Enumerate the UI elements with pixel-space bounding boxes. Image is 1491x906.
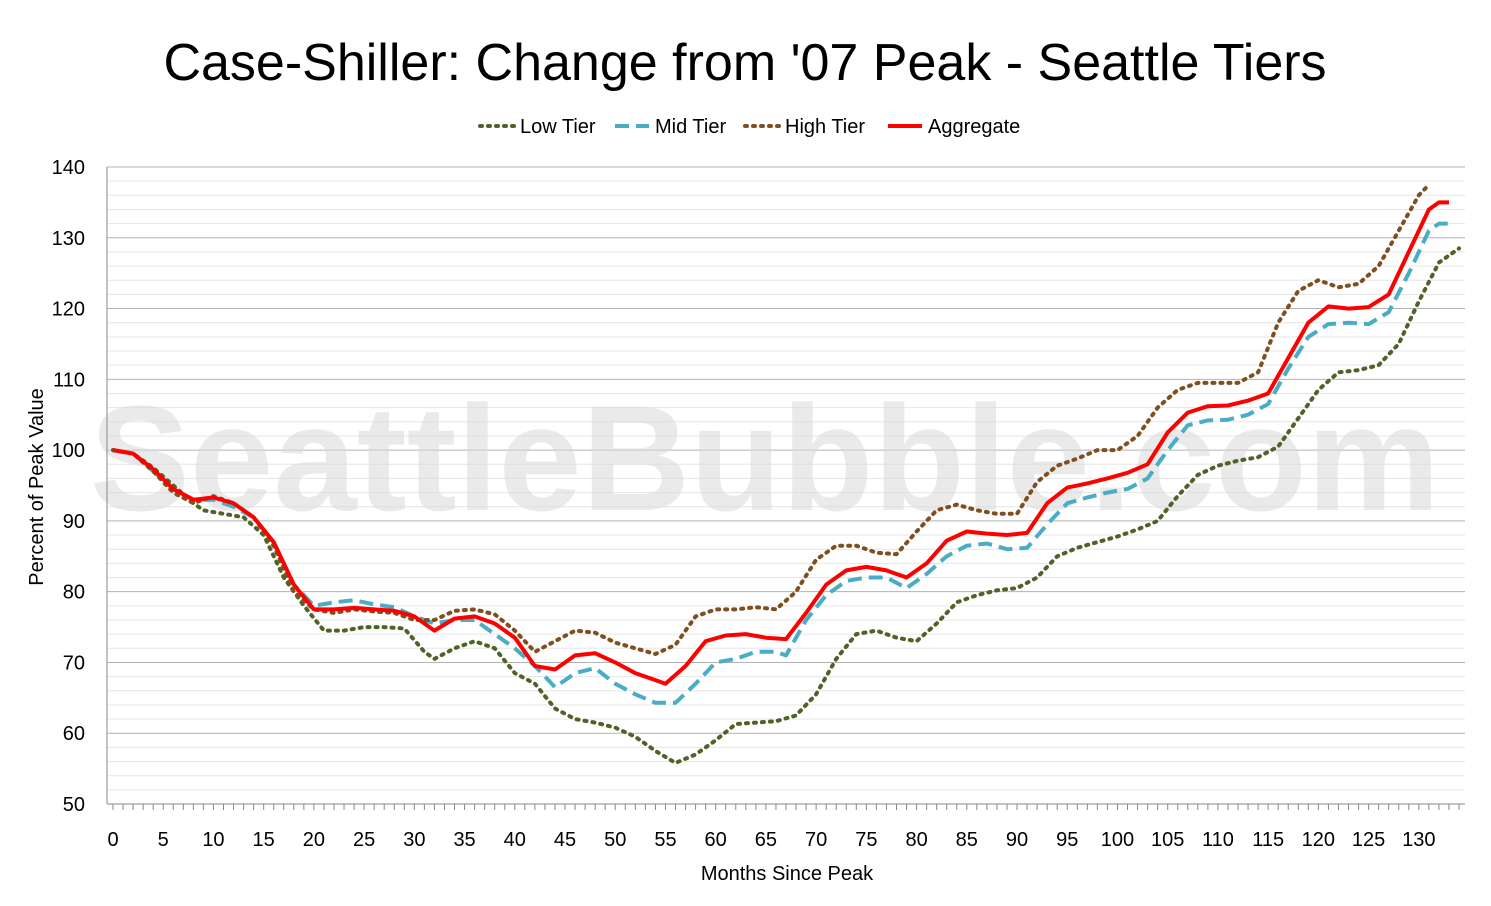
x-tick-label: 25: [353, 829, 375, 851]
y-tick-label: 60: [63, 723, 85, 745]
legend-label: High Tier: [785, 116, 865, 138]
chart-title: Case-Shiller: Change from '07 Peak - Sea…: [163, 34, 1326, 92]
x-tick-label: 115: [1252, 829, 1284, 851]
y-tick-label: 130: [52, 228, 85, 250]
x-tick-label: 0: [107, 829, 118, 851]
axes: [106, 167, 1465, 810]
x-tick-label: 15: [253, 829, 275, 851]
x-tick-label: 75: [855, 829, 877, 851]
x-tick-label: 90: [1006, 829, 1028, 851]
y-tick-label: 100: [52, 440, 85, 462]
y-tick-label: 140: [52, 157, 85, 179]
x-tick-label: 105: [1151, 829, 1184, 851]
x-tick-label: 70: [805, 829, 827, 851]
series-line-aggregate: [112, 200, 1449, 686]
y-tick-label: 90: [63, 511, 85, 533]
legend-label: Mid Tier: [655, 116, 726, 138]
x-tick-label: 65: [755, 829, 777, 851]
x-tick-label: 110: [1202, 829, 1234, 851]
series-lines: [111, 182, 1461, 765]
x-tick-label: 20: [303, 829, 325, 851]
series-line-mid-tier: [112, 221, 1449, 705]
x-axis-label: Months Since Peak: [701, 863, 874, 885]
x-tick-label: 120: [1302, 829, 1335, 851]
x-tick-label: 50: [604, 829, 626, 851]
x-tick-label: 10: [202, 829, 224, 851]
x-tick-label: 30: [403, 829, 425, 851]
y-tick-label: 70: [63, 652, 85, 674]
x-tick-label: 125: [1352, 829, 1385, 851]
y-tick-label: 80: [63, 582, 85, 604]
x-tick-label: 95: [1056, 829, 1078, 851]
x-tick-label: 5: [158, 829, 169, 851]
plot-area: SeattleBubble.com: [90, 166, 1465, 810]
y-tick-label: 120: [52, 299, 85, 321]
legend-label: Low Tier: [520, 116, 596, 138]
y-tick-label: 50: [63, 794, 85, 816]
x-tick-label: 130: [1402, 829, 1435, 851]
x-tick-label: 85: [956, 829, 978, 851]
y-tick-label: 110: [53, 369, 85, 391]
x-tick-label: 35: [453, 829, 475, 851]
series-line-low-tier: [111, 246, 1461, 765]
series-line-high-tier: [111, 182, 1431, 656]
grid-minor: [107, 180, 1465, 791]
x-tick-label: 55: [654, 829, 676, 851]
x-tick-labels: 0 5 10 15 20 25 30 35 40 45 50 55 60 65 70 75 80 85 90 95 10…: [107, 829, 1435, 851]
watermark: SeattleBubble.com: [90, 374, 1440, 542]
x-tick-label: 40: [504, 829, 526, 851]
x-tick-label: 80: [905, 829, 927, 851]
x-tick-label: 60: [705, 829, 727, 851]
legend: Low Tier Mid Tier High Tier Aggregate: [478, 116, 1020, 138]
y-tick-labels: 50 60 70 80 90 100 110 120 130 140: [52, 157, 85, 816]
x-tick-label: 100: [1101, 829, 1134, 851]
x-tick-label: 45: [554, 829, 576, 851]
y-axis-label: Percent of Peak Value: [26, 388, 48, 586]
legend-label: Aggregate: [928, 116, 1020, 138]
